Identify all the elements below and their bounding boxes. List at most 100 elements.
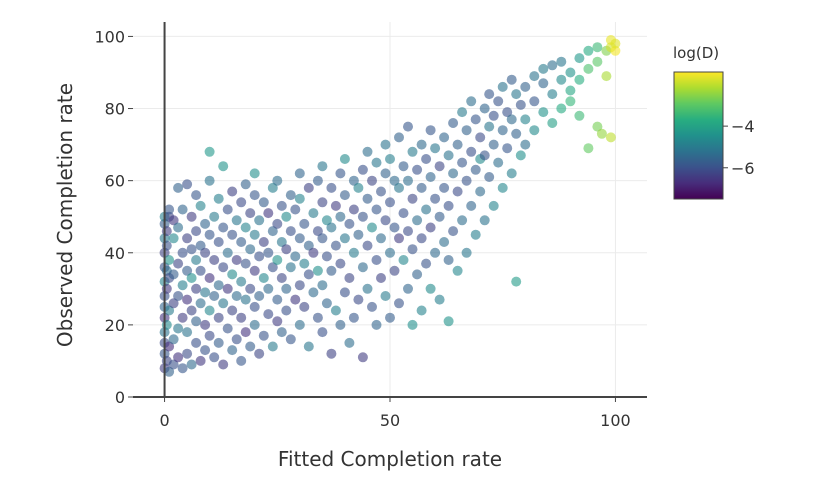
scatter-point: [213, 312, 224, 323]
scatter-point: [245, 208, 256, 219]
scatter-point: [204, 273, 215, 283]
scatter-point: [547, 60, 558, 71]
scatter-point: [326, 182, 337, 193]
scatter-point: [308, 287, 319, 298]
scatter-point: [394, 298, 404, 309]
y-axis-title: Observed Completion rate: [53, 83, 77, 347]
scatter-point: [475, 132, 486, 143]
scatter-point: [281, 283, 292, 294]
scatter-point: [195, 200, 206, 211]
scatter-point: [443, 200, 454, 211]
scatter-point: [326, 222, 337, 233]
scatter-point: [470, 114, 481, 125]
scatter-point: [479, 215, 490, 226]
scatter-point: [249, 190, 260, 201]
scatter-point: [164, 341, 175, 352]
scatter-point: [308, 247, 319, 258]
scatter-point: [484, 89, 495, 100]
scatter-point: [443, 316, 454, 327]
x-tick-label: 50: [380, 411, 400, 430]
scatter-point: [164, 204, 175, 215]
scatter-point: [511, 276, 522, 287]
scatter-point: [164, 366, 175, 377]
scatter-point: [466, 96, 477, 107]
colorbar-gradient: [673, 71, 724, 200]
scatter-point: [173, 323, 184, 334]
scatter-point: [231, 334, 242, 345]
scatter-point: [240, 327, 251, 338]
scatter-point: [236, 276, 247, 287]
scatter-point: [398, 161, 409, 172]
scatter-point: [312, 312, 323, 323]
scatter-point: [479, 103, 490, 114]
scatter-point: [335, 168, 346, 179]
scatter-point: [461, 175, 472, 186]
scatter-point: [204, 229, 215, 240]
scatter-point: [195, 355, 206, 366]
scatter-point: [281, 244, 292, 255]
scatter-point: [272, 255, 283, 265]
scatter-point: [177, 280, 188, 291]
scatter-point: [213, 280, 224, 291]
scatter-point: [267, 226, 278, 237]
scatter-point: [506, 74, 517, 85]
scatter-point: [376, 186, 386, 197]
scatter-point: [520, 81, 531, 92]
scatter-point: [312, 226, 323, 237]
scatter-point: [394, 132, 404, 143]
scatter-point: [335, 319, 346, 330]
scatter-point: [488, 139, 499, 150]
scatter-point: [222, 283, 233, 294]
y-tick-label: 40: [105, 244, 125, 263]
scatter-point: [186, 359, 197, 370]
scatter-point: [213, 237, 224, 247]
scatter-point: [344, 273, 355, 283]
scatter-point: [357, 164, 368, 175]
scatter-point: [222, 204, 233, 215]
scatter-point: [434, 161, 445, 172]
scatter-point: [416, 233, 427, 244]
scatter-point: [511, 128, 522, 139]
scatter-point: [303, 240, 314, 251]
scatter-point: [520, 139, 531, 150]
scatter-point: [245, 341, 256, 352]
scatter-point: [439, 132, 450, 143]
scatter-point: [380, 215, 391, 226]
scatter-point: [182, 348, 193, 359]
y-tick-label: 100: [94, 27, 125, 46]
scatter-point: [348, 175, 359, 186]
scatter-point: [515, 150, 526, 161]
scatter-point: [177, 247, 188, 258]
scatter-point: [191, 255, 202, 265]
scatter-point: [511, 89, 522, 100]
scatter-point: [321, 215, 332, 226]
scatter-point: [565, 85, 576, 96]
scatter-point: [213, 193, 224, 204]
scatter-point: [353, 229, 364, 240]
scatter-point: [204, 330, 215, 341]
scatter-point: [556, 56, 567, 67]
tick-labels: 0 20 40 60 80 100 0 50 100: [94, 27, 630, 430]
colorbar-tick-label: −6: [731, 159, 755, 178]
scatter-point: [227, 229, 238, 240]
scatter-point: [173, 352, 184, 363]
scatter-point: [272, 175, 283, 186]
x-tick-label: 100: [600, 411, 631, 430]
y-tick-label: 20: [105, 316, 125, 335]
scatter-point: [376, 233, 386, 244]
scatter-point: [407, 146, 418, 157]
colorbar-tick-label: −4: [731, 117, 755, 136]
scatter-point: [385, 197, 395, 208]
scatter-point: [434, 294, 445, 305]
scatter-point: [434, 211, 445, 222]
scatter-point: [191, 337, 202, 348]
scatter-point: [191, 226, 202, 237]
scatter-point: [326, 348, 337, 359]
scatter-point: [290, 251, 301, 262]
scatter-point: [547, 89, 558, 100]
scatter-point: [168, 359, 179, 370]
scatter-point: [182, 294, 193, 305]
scatter-point: [263, 208, 274, 219]
scatter-point: [335, 211, 346, 222]
